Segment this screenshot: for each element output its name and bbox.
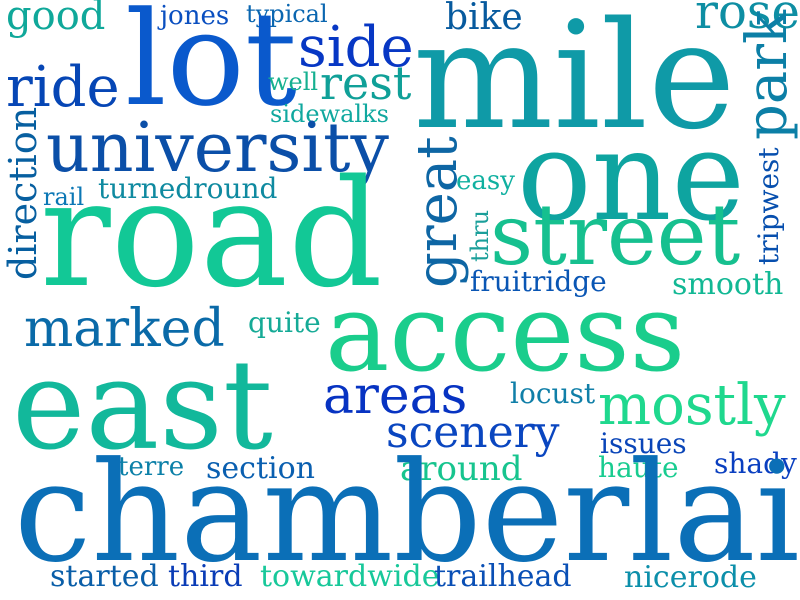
word-trailhead: trailhead <box>434 559 572 594</box>
word-scenery: scenery <box>386 407 560 458</box>
word-well: well <box>268 68 319 96</box>
word-turnedround: turnedround <box>98 172 278 205</box>
word-side: side <box>298 15 414 80</box>
word-fruitridge: fruitridge <box>470 265 607 298</box>
word-east: east <box>12 334 273 478</box>
word-direction: direction <box>1 106 45 280</box>
word-tripwest: tripwest <box>752 147 785 265</box>
word-mile: mile <box>413 0 736 162</box>
word-one: one <box>517 105 745 249</box>
word-around: around <box>400 449 523 489</box>
word-section: section <box>206 451 315 486</box>
word-rail: rail <box>43 183 85 211</box>
word-nicerode: nicerode <box>624 560 757 595</box>
word-good: good <box>6 0 106 39</box>
word-road: road <box>40 148 383 320</box>
word-quite: quite <box>248 306 321 339</box>
word-chamberlain: chamberlain <box>14 432 800 593</box>
word-thru: thru <box>466 209 494 262</box>
word-typical: typical <box>246 0 328 28</box>
word-ride: ride <box>6 55 120 120</box>
word-third: third <box>168 559 243 594</box>
word-locust: locust <box>510 377 596 410</box>
word-haute: haute <box>598 451 679 484</box>
word-street: street <box>490 186 741 284</box>
word-rose: rose <box>695 0 800 40</box>
word-rest: rest <box>320 56 412 110</box>
word-park: park <box>735 10 800 140</box>
word-terre: terre <box>118 452 185 482</box>
word-issues: issues <box>600 427 687 460</box>
word-access: access <box>325 271 686 396</box>
word-smooth: smooth <box>672 267 784 302</box>
word-mostly: mostly <box>598 373 786 438</box>
word-lot: lot <box>125 0 298 135</box>
word-easy: easy <box>456 166 515 196</box>
word-jones: jones <box>160 1 230 31</box>
word-bike: bike <box>445 0 523 38</box>
word-areas: areas <box>323 366 468 426</box>
word-started: started <box>50 559 159 594</box>
word-great: great <box>405 136 470 288</box>
word-sidewalks: sidewalks <box>270 100 389 128</box>
word-towardwide: towardwide <box>260 559 440 594</box>
word-marked: marked <box>24 299 225 359</box>
word-university: university <box>46 109 389 188</box>
word-shady: shady <box>714 447 797 480</box>
